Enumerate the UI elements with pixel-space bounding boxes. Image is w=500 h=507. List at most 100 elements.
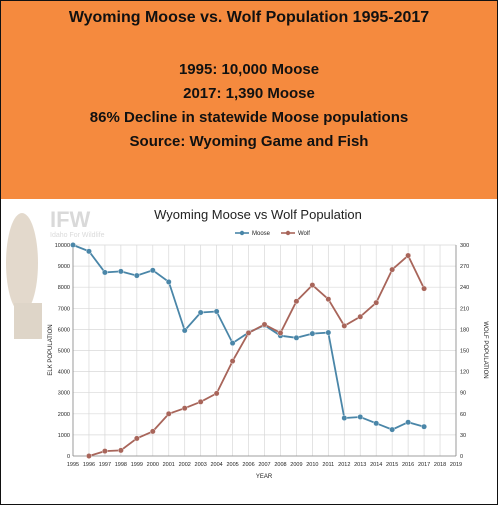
moose-data-point (213, 308, 220, 315)
wolf-data-point (389, 266, 396, 273)
wolf-series-line (88, 254, 425, 457)
legend-wolf-swatch-marker (285, 230, 291, 236)
y-tick-right-label: 180 (460, 327, 469, 333)
moose-data-point (357, 414, 364, 420)
chart-area (1, 200, 497, 504)
y-tick-right-label: 150 (460, 349, 469, 355)
moose-data-point (421, 423, 427, 430)
wolf-data-point (165, 410, 172, 417)
y-tick-right-label: 120 (460, 370, 469, 376)
ifw-watermark-logo: IFW Idaho For Wildlife (6, 207, 105, 339)
info-banner: Wyoming Moose vs. Wolf Population 1995-2… (1, 1, 497, 199)
x-tick-label: 2016 (402, 462, 414, 468)
y-tick-right-label: 270 (460, 264, 469, 270)
x-tick-label: 2004 (211, 462, 223, 468)
x-tick-label: 2010 (306, 462, 318, 468)
banner-line-1995: 1995: 10,000 Moose (178, 61, 320, 78)
chart-grid (72, 244, 457, 457)
legend-wolf-label: Wolf (298, 231, 310, 237)
x-tick-label: 2013 (354, 462, 366, 468)
x-tick-label: 2001 (163, 462, 175, 468)
wolf-data-point (357, 313, 364, 320)
y-tick-left-label: 7000 (58, 306, 70, 312)
x-tick-label: 2015 (386, 462, 398, 468)
wolf-data-point (261, 321, 268, 328)
y-tick-right-label: 30 (460, 433, 466, 439)
banner-line-decline: 86% Decline in statewide Moose populatio… (89, 109, 409, 126)
moose-data-point (341, 415, 348, 421)
y-tick-left-label: 5000 (58, 349, 70, 355)
moose-data-point (133, 272, 140, 279)
x-axis-label: YEAR (256, 474, 273, 480)
wolf-data-point (341, 322, 348, 329)
x-tick-label: 2007 (258, 462, 270, 468)
watermark-figure-shape (6, 213, 38, 313)
wolf-data-point (117, 447, 124, 454)
y-tick-right-label: 240 (460, 285, 469, 291)
x-tick-label: 2009 (290, 462, 302, 468)
x-tick-label: 2014 (370, 462, 382, 468)
x-tick-label: 2018 (434, 462, 446, 468)
moose-data-point (309, 330, 316, 337)
x-tick-label: 2002 (179, 462, 191, 468)
x-tick-label: 1997 (99, 462, 111, 468)
moose-data-point (389, 426, 396, 433)
x-tick-label: 2003 (195, 462, 207, 468)
y-tick-left-label: 9000 (58, 264, 70, 270)
wolf-data-point (373, 299, 380, 306)
x-tick-label: 2006 (242, 462, 254, 468)
wolf-data-point (213, 390, 220, 397)
moose-data-point (70, 242, 76, 248)
chart-legend: Moose Wolf (235, 230, 310, 237)
moose-data-point (229, 340, 236, 347)
x-tick-label: 1996 (83, 462, 95, 468)
y-tick-left-label: 6000 (58, 327, 70, 333)
y-tick-left-label: 8000 (58, 285, 70, 291)
moose-data-point (102, 269, 108, 276)
wolf-data-point (197, 398, 204, 405)
y-tick-left-label: 0 (67, 454, 70, 460)
moose-data-point (293, 334, 300, 341)
y-tick-right-label: 0 (460, 454, 463, 460)
legend-moose-swatch-marker (239, 230, 245, 236)
moose-data-point (165, 279, 172, 285)
x-tick-label: 2012 (338, 462, 350, 468)
wolf-data-point (277, 330, 284, 336)
x-tick-label: 2000 (147, 462, 159, 468)
wolf-data-point (181, 405, 188, 412)
chart-title: Wyoming Moose vs Wolf Population (154, 207, 362, 222)
wolf-data-point (149, 428, 156, 435)
x-tick-label: 1999 (131, 462, 143, 468)
moose-data-point (181, 327, 188, 334)
y-tick-right-label: 300 (460, 243, 469, 249)
moose-data-point (149, 267, 156, 274)
wolf-data-point (229, 358, 236, 364)
wolf-data-point (293, 298, 300, 305)
y-axis-left-label: ELK POPULATION (48, 324, 54, 375)
wolf-data-point (245, 330, 252, 336)
moose-data-point (197, 309, 204, 316)
wolf-data-point (325, 296, 332, 303)
y-axis-right-label: WOLF POPULATION (482, 321, 488, 378)
x-tick-label: 1995 (67, 462, 79, 468)
moose-data-point (325, 329, 332, 336)
x-tick-label: 2008 (274, 462, 286, 468)
x-tick-label: 1998 (115, 462, 127, 468)
moose-data-point (86, 248, 92, 255)
chart-series (70, 242, 427, 459)
y-tick-left-label: 4000 (58, 370, 70, 376)
y-tick-left-label: 10000 (55, 243, 70, 249)
y-tick-right-label: 90 (460, 391, 466, 397)
banner-title: Wyoming Moose vs. Wolf Population 1995-2… (68, 9, 430, 26)
y-axis-left-ticks: 0 1000 2000 3000 4000 5000 6000 7000 8000 9000 100… (55, 243, 70, 460)
y-tick-left-label: 2000 (58, 412, 70, 418)
x-tick-label: 2011 (322, 462, 334, 468)
wolf-data-point (86, 453, 92, 459)
x-tick-label: 2005 (226, 462, 238, 468)
moose-data-point (373, 420, 380, 427)
wolf-data-point (309, 282, 316, 288)
watermark-figure-base (14, 303, 42, 339)
wolf-data-point (405, 252, 412, 259)
